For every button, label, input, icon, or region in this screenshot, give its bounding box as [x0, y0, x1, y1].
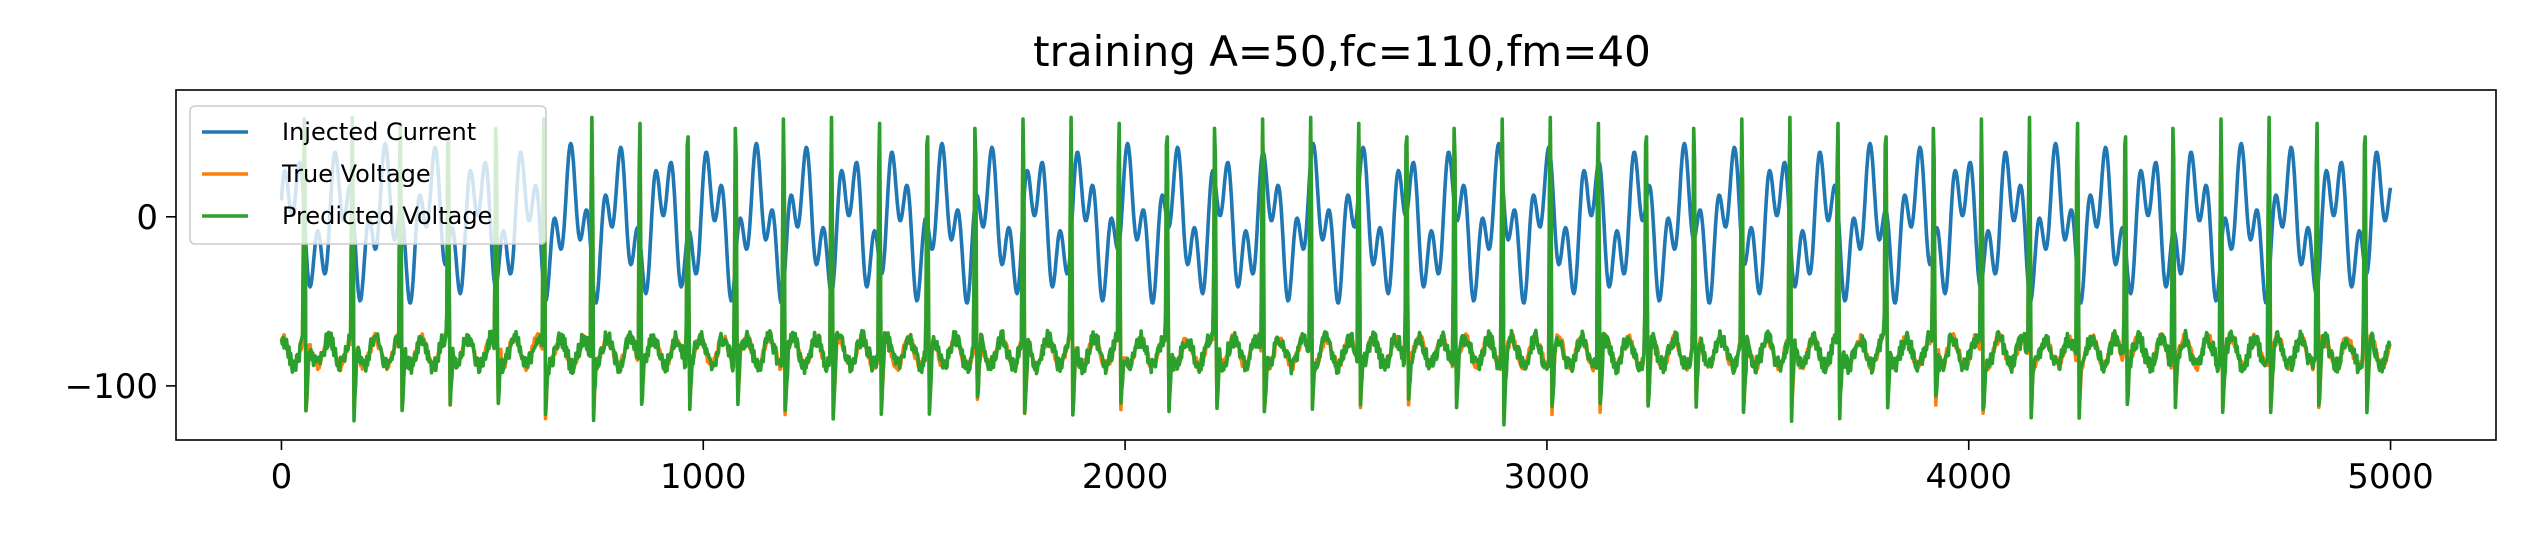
x-tick-label: 1000	[660, 457, 747, 497]
series-line-predicted-voltage	[279, 115, 2392, 427]
legend-box	[189, 105, 547, 245]
x-tick-label: 2000	[1082, 457, 1169, 497]
x-tick-label: 3000	[1504, 457, 1591, 497]
plot-frame	[175, 89, 2497, 441]
legend-label: Injected Current	[282, 118, 476, 146]
legend-label: Predicted Voltage	[282, 202, 492, 230]
y-tick-label: 0	[136, 198, 158, 238]
x-tick-label: 5000	[2347, 457, 2434, 497]
series-line-injected-current	[279, 141, 2393, 305]
y-tick-label: −100	[65, 367, 158, 407]
axes-layer: 0 1000 2000 3000 4000 5000 0 −100	[65, 89, 2497, 497]
series-layer	[279, 115, 2393, 427]
x-tick-label: 0	[271, 457, 293, 497]
legend: Injected Current True Voltage Predicted Vo…	[189, 105, 547, 245]
x-tick-label: 4000	[1925, 457, 2012, 497]
legend-label: True Voltage	[281, 160, 431, 188]
chart-title: training A=50,fc=110,fm=40	[1033, 27, 1651, 76]
